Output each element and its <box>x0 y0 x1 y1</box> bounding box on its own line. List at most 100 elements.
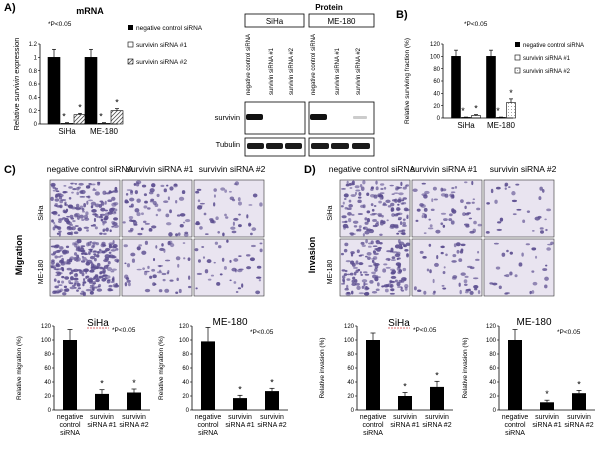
d-cell-dot <box>396 232 400 235</box>
C-siha-bar <box>63 340 77 410</box>
d-cell-dot <box>346 278 351 281</box>
c-cell-dot <box>88 182 93 186</box>
legend-label-sirna1: survivin siRNA #1 <box>136 42 187 49</box>
c-cell-dot <box>85 259 89 263</box>
B-survival-ytick-label: 40 <box>433 92 440 98</box>
band-tubulin-me180-3 <box>352 143 370 149</box>
c-cell-dot <box>99 232 103 235</box>
C-me180-bar <box>233 398 247 410</box>
d-cell-dot <box>345 260 351 263</box>
c-cell-dot <box>144 222 150 225</box>
d-cell-dot <box>358 292 365 295</box>
d-cell-dot <box>465 224 470 228</box>
c-cell-dot <box>124 282 128 287</box>
d-cell-dot <box>511 191 516 196</box>
c-cell-dot <box>76 257 81 262</box>
c-cell-dot <box>100 207 106 212</box>
c-cell-dot <box>94 203 100 208</box>
d-cell-dot <box>473 220 477 225</box>
d-cell-dot <box>352 266 358 269</box>
c-cell-dot <box>72 284 76 288</box>
c-cell-dot <box>63 285 68 289</box>
d-cell-dot <box>350 194 357 197</box>
c-cell-dot <box>144 288 151 293</box>
c-cell-dot <box>83 203 87 208</box>
c-cell-dot <box>70 182 74 185</box>
d-cell-dot <box>539 227 544 230</box>
D-me180-sig-star: * <box>577 379 581 389</box>
c-cell-dot <box>71 226 76 231</box>
d-cell-dot <box>459 289 462 295</box>
c-cell-dot <box>238 213 241 216</box>
d-cell-dot <box>341 269 346 272</box>
c-cell-dot <box>61 249 68 254</box>
c-cell-dot <box>221 257 225 262</box>
d-cell-dot <box>346 273 351 276</box>
c-cell-dot <box>93 187 96 190</box>
c-cell-dot <box>210 274 215 277</box>
c-cell-dot <box>123 244 128 248</box>
d-cell-dot <box>486 202 490 205</box>
d-cell-dot <box>374 264 379 269</box>
d-cell-dot <box>423 214 427 219</box>
c-cell-dot <box>82 256 87 261</box>
d-cell-dot <box>386 250 392 253</box>
c-cell-dot <box>175 233 179 237</box>
c-col-header-sirna2: survivin siRNA #2 <box>199 164 266 174</box>
d-cell-dot <box>397 257 401 260</box>
d-col-header-sirna1: survivin siRNA #1 <box>411 164 478 174</box>
c-cell-dot <box>204 269 209 274</box>
D-siha-sig-star: * <box>403 382 407 392</box>
d-cell-dot <box>412 188 418 192</box>
c-cell-dot <box>70 276 74 281</box>
D-siha-ytick-label: 80 <box>347 352 354 358</box>
c-cell-dot <box>50 182 56 187</box>
c-cell-dot <box>146 207 151 210</box>
c-cell-dot <box>83 226 90 229</box>
d-cell-dot <box>460 199 464 203</box>
c-cell-dot <box>68 186 73 189</box>
c-cell-dot <box>64 261 68 265</box>
C-siha-category-line: siRNA <box>60 430 80 437</box>
d-cell-dot <box>372 219 377 222</box>
c-me180-pvalue: *P<0.05 <box>250 329 274 336</box>
blot-header-siha <box>244 13 305 28</box>
d-cell-dot <box>423 290 427 295</box>
mrna-title: mRNA <box>76 6 104 16</box>
c-cell-dot <box>175 256 181 261</box>
c-cell-dot <box>104 209 109 212</box>
d-cell-dot <box>464 181 468 184</box>
d-cell-dot <box>550 241 554 245</box>
c-cell-dot <box>53 278 57 282</box>
d-cell-dot <box>450 191 456 194</box>
d-cell-dot <box>358 225 362 229</box>
d-cell-dot <box>363 282 366 287</box>
c-cell-dot <box>157 264 164 267</box>
c-cell-dot <box>188 275 191 280</box>
c-cell-dot <box>113 202 119 206</box>
c-cell-dot <box>66 259 70 263</box>
c-cell-dot <box>96 262 101 267</box>
d-cell-dot <box>390 268 395 271</box>
d-cell-dot <box>499 217 504 222</box>
d-cell-dot <box>541 189 545 193</box>
c-cell-dot <box>164 259 171 262</box>
c-cell-dot <box>214 241 219 245</box>
B-survival-sig-star: * <box>496 106 500 116</box>
c-cell-dot <box>57 214 61 217</box>
d-cell-dot <box>405 242 411 247</box>
d-cell-dot <box>342 223 349 229</box>
c-cell-dot <box>241 283 244 288</box>
C-me180-ytick-label: 80 <box>182 352 189 358</box>
c-cell-dot <box>216 281 221 286</box>
d-cell-dot <box>384 288 389 293</box>
c-cell-dot <box>237 287 242 290</box>
c-cell-dot <box>136 268 142 271</box>
d-cell-dot <box>340 205 344 208</box>
c-cell-dot <box>58 195 63 200</box>
c-cell-dot <box>85 195 90 198</box>
d-cell-dot <box>531 247 537 251</box>
d-cell-dot <box>361 285 365 289</box>
c-cell-dot <box>114 284 120 288</box>
d-cell-dot <box>345 291 352 296</box>
